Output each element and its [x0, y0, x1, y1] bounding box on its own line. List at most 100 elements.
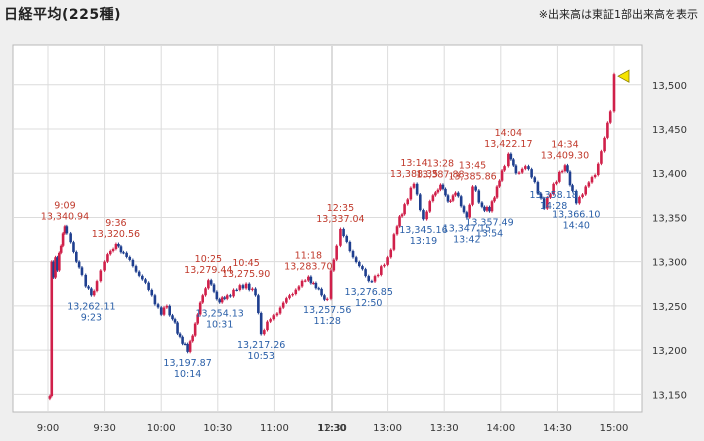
candle-down [173, 319, 177, 323]
candle-up [395, 226, 399, 235]
candle-up [590, 177, 594, 183]
y-tick-label: 13,450 [652, 125, 687, 136]
volume-note: ※出来高は東証1部出来高を表示 [538, 8, 698, 21]
candle-up [608, 111, 612, 123]
candle-up [436, 189, 440, 193]
candle-up [207, 280, 210, 289]
candle-down [536, 182, 540, 194]
x-tick-label: 10:00 [147, 423, 176, 434]
candle-up [335, 245, 338, 260]
candle-up [92, 290, 96, 296]
candle-up [552, 183, 555, 195]
candle-up [196, 314, 199, 324]
x-tick-label: 10:30 [203, 423, 232, 434]
annotation-time: 13:14 [400, 158, 427, 169]
candle-up [266, 321, 269, 331]
candle-up [263, 330, 266, 335]
candle-up [193, 323, 197, 336]
candle-up [503, 166, 506, 171]
candle-up [412, 183, 416, 188]
annotation-value: 13,262.11 [67, 301, 115, 312]
candle-down [65, 226, 69, 234]
axes: 13,150 13,200 13,250 13,300 13,350 13,400 13,4… [37, 81, 687, 434]
candle-up [409, 187, 413, 200]
candle-up [403, 204, 406, 215]
candle-down [131, 259, 135, 267]
candle-down [342, 228, 345, 237]
candle-up [490, 201, 494, 212]
candle-down [125, 252, 128, 257]
candles [48, 69, 630, 401]
candle-down [571, 185, 574, 191]
candle-down [568, 171, 572, 186]
candle-up [272, 315, 276, 320]
candle-up [557, 171, 561, 182]
candle-down [183, 343, 187, 346]
candle-up [439, 184, 442, 190]
candle-up [48, 396, 52, 399]
annotation-value: 13,254.13 [196, 308, 244, 319]
candle-down [153, 295, 157, 305]
candle-up [612, 74, 616, 112]
candle-up [332, 259, 336, 271]
candle-down [509, 153, 513, 160]
y-tick-label: 13,500 [652, 81, 687, 92]
candle-up [99, 270, 103, 282]
candle-down [477, 190, 481, 203]
candle-up [392, 234, 396, 250]
candle-down [119, 246, 123, 253]
candle-up [468, 204, 471, 218]
annotation-value: 13,279.44 [184, 265, 232, 276]
candle-up [291, 294, 294, 296]
x-tick-label: 13:00 [373, 423, 402, 434]
candle-down [419, 194, 422, 211]
candle-up [383, 264, 386, 267]
candle-up [596, 163, 600, 175]
candle-up [386, 257, 389, 265]
candle-up [325, 298, 329, 301]
candle-down [348, 241, 352, 252]
candle-down [134, 266, 138, 272]
candle-down [128, 256, 132, 260]
candle-down [512, 159, 515, 166]
candle-up [425, 211, 428, 220]
annotation-time: 11:28 [314, 316, 341, 327]
candle-down [122, 252, 125, 254]
candle-down [235, 289, 238, 292]
candle-down [483, 206, 486, 211]
annotation-value: 13,320.56 [92, 229, 140, 240]
annotation-time: 10:31 [206, 319, 233, 330]
candle-down [181, 336, 184, 344]
candle-down [539, 193, 543, 199]
candle-up [500, 170, 504, 181]
candle-down [176, 322, 179, 334]
candle-up [63, 226, 67, 234]
annotation-time: 10:45 [232, 258, 259, 269]
annotation-time: 12:35 [327, 203, 354, 214]
candle-down [474, 186, 477, 191]
candle-up [59, 245, 63, 253]
candle-down [77, 261, 81, 268]
candle-down [259, 312, 263, 335]
candle-down [314, 282, 318, 289]
candle-up [507, 153, 510, 167]
candle-down [480, 202, 484, 207]
annotation-value: 13,385.86 [448, 171, 496, 182]
candle-down [446, 195, 450, 202]
candle-up [281, 302, 285, 308]
annotation-time: 9:23 [81, 312, 102, 323]
candle-down [415, 183, 419, 195]
candle-down [178, 333, 182, 337]
candle-down [533, 177, 537, 183]
annotation-time: 13:54 [476, 228, 503, 239]
candle-up [111, 248, 115, 252]
candle-up [546, 197, 549, 209]
annotation-value: 13,340.94 [41, 211, 89, 222]
annotation-time: 9:36 [105, 218, 126, 229]
annotation-value: 13,197.87 [163, 358, 211, 369]
candle-down [361, 266, 364, 270]
candle-down [542, 198, 546, 209]
candle-up [275, 313, 279, 316]
annotation-value: 13,366.10 [552, 209, 600, 220]
